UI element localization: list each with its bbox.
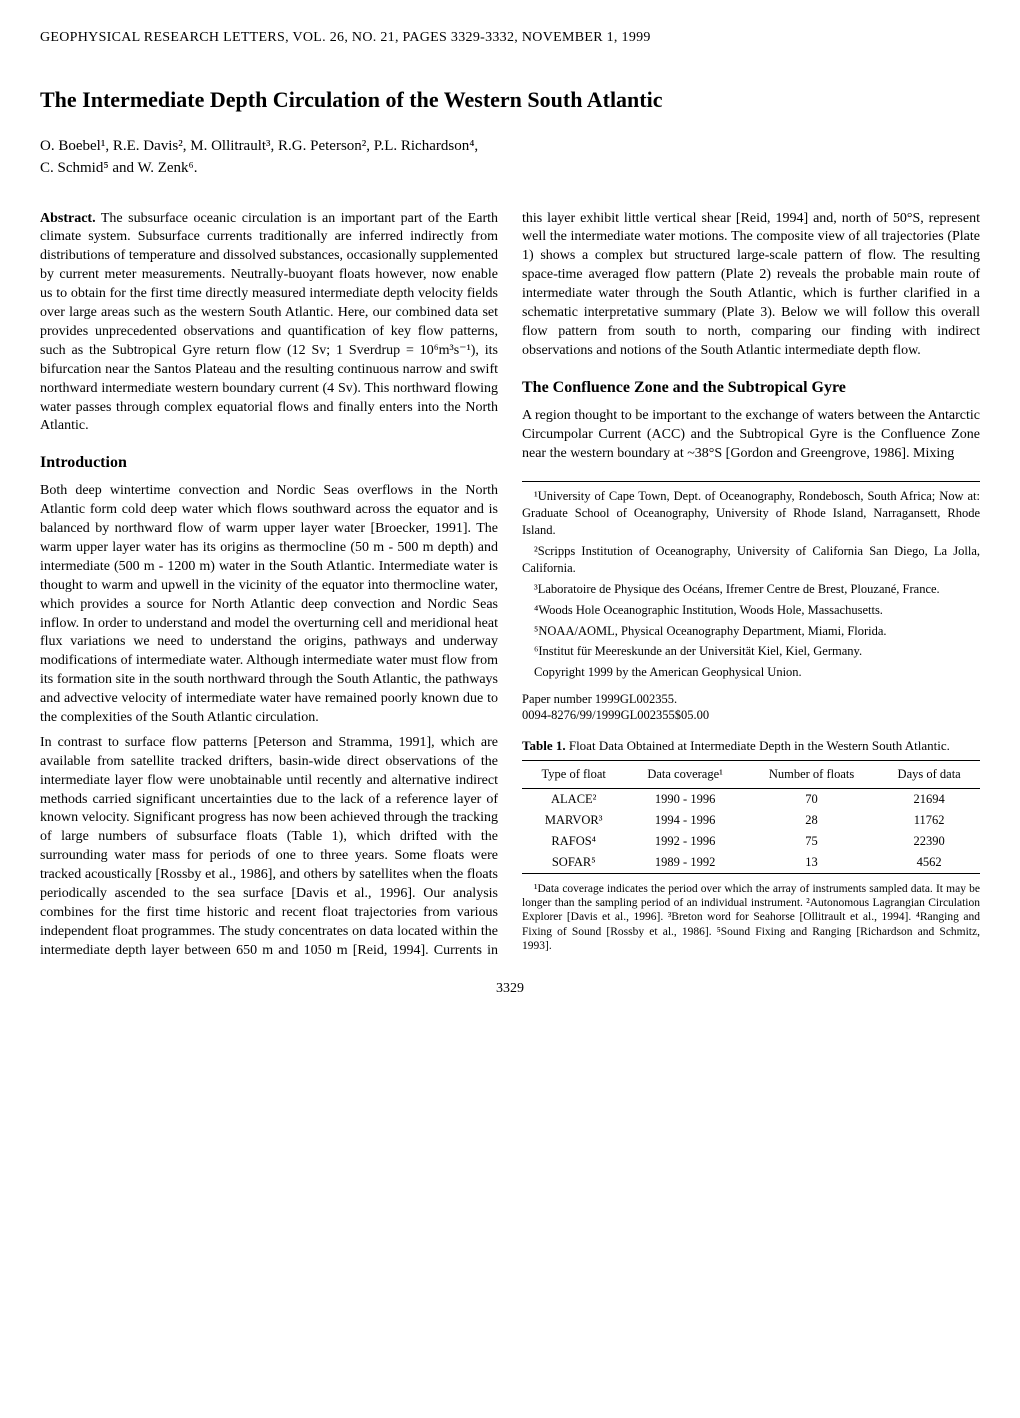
section-heading-introduction: Introduction [40, 454, 498, 472]
table-header-col-0: Type of float [522, 760, 625, 788]
paper-number-line-2: 0094-8276/99/1999GL002355$05.00 [522, 707, 980, 723]
abstract-text: The subsurface oceanic circulation is an… [40, 211, 498, 434]
footnote-6: ⁶Institut für Meereskunde an der Univers… [522, 643, 980, 660]
table-cell: SOFAR⁵ [522, 852, 625, 874]
table-cell: 4562 [878, 852, 980, 874]
table-cell: 21694 [878, 788, 980, 810]
table-cell: 1989 - 1992 [625, 852, 744, 874]
table-caption-text: Float Data Obtained at Intermediate Dept… [569, 738, 950, 753]
table-row: MARVOR³ 1994 - 1996 28 11762 [522, 810, 980, 831]
table-caption-bold: Table 1. [522, 738, 566, 753]
table-header-col-2: Number of floats [745, 760, 878, 788]
table-row: RAFOS⁴ 1992 - 1996 75 22390 [522, 831, 980, 852]
table-cell: 13 [745, 852, 878, 874]
body-columns: Abstract. The subsurface oceanic circula… [40, 210, 980, 961]
journal-header: GEOPHYSICAL RESEARCH LETTERS, VOL. 26, N… [40, 30, 980, 46]
abstract-label: Abstract. [40, 211, 96, 226]
confluence-paragraph-1: A region thought to be important to the … [522, 407, 980, 464]
section-heading-confluence: The Confluence Zone and the Subtropical … [522, 379, 980, 397]
float-data-table: Type of float Data coverage¹ Number of f… [522, 760, 980, 874]
authors-block: O. Boebel¹, R.E. Davis², M. Ollitrault³,… [40, 135, 980, 180]
table-block: Table 1. Float Data Obtained at Intermed… [522, 738, 980, 954]
page-number: 3329 [40, 981, 980, 997]
table-cell: RAFOS⁴ [522, 831, 625, 852]
authors-line-2: C. Schmid⁵ and W. Zenk⁶. [40, 157, 980, 180]
table-cell: 75 [745, 831, 878, 852]
paper-number-line-1: Paper number 1999GL002355. [522, 691, 980, 707]
abstract-paragraph: Abstract. The subsurface oceanic circula… [40, 210, 498, 437]
authors-line-1: O. Boebel¹, R.E. Davis², M. Ollitrault³,… [40, 135, 980, 158]
table-row: SOFAR⁵ 1989 - 1992 13 4562 [522, 852, 980, 874]
intro-paragraph-1: Both deep wintertime convection and Nord… [40, 482, 498, 728]
table-footnote: ¹Data coverage indicates the period over… [522, 882, 980, 954]
table-header-col-1: Data coverage¹ [625, 760, 744, 788]
table-cell: 11762 [878, 810, 980, 831]
table-header-col-3: Days of data [878, 760, 980, 788]
table-cell: 1994 - 1996 [625, 810, 744, 831]
footnote-3: ³Laboratoire de Physique des Océans, Ifr… [522, 581, 980, 598]
footnote-4: ⁴Woods Hole Oceanographic Institution, W… [522, 602, 980, 619]
table-cell: 28 [745, 810, 878, 831]
table-row: ALACE² 1990 - 1996 70 21694 [522, 788, 980, 810]
paper-number-block: Paper number 1999GL002355. 0094-8276/99/… [522, 691, 980, 724]
table-cell: ALACE² [522, 788, 625, 810]
table-cell: 1990 - 1996 [625, 788, 744, 810]
paper-title: The Intermediate Depth Circulation of th… [40, 86, 980, 115]
footnote-5: ⁵NOAA/AOML, Physical Oceanography Depart… [522, 623, 980, 640]
table-cell: MARVOR³ [522, 810, 625, 831]
table-caption: Table 1. Float Data Obtained at Intermed… [522, 738, 980, 754]
footnote-1: ¹University of Cape Town, Dept. of Ocean… [522, 488, 980, 539]
table-cell: 1992 - 1996 [625, 831, 744, 852]
table-cell: 22390 [878, 831, 980, 852]
footnote-2: ²Scripps Institution of Oceanography, Un… [522, 543, 980, 577]
copyright-line: Copyright 1999 by the American Geophysic… [522, 664, 980, 681]
footnotes-block: ¹University of Cape Town, Dept. of Ocean… [522, 481, 980, 723]
table-cell: 70 [745, 788, 878, 810]
